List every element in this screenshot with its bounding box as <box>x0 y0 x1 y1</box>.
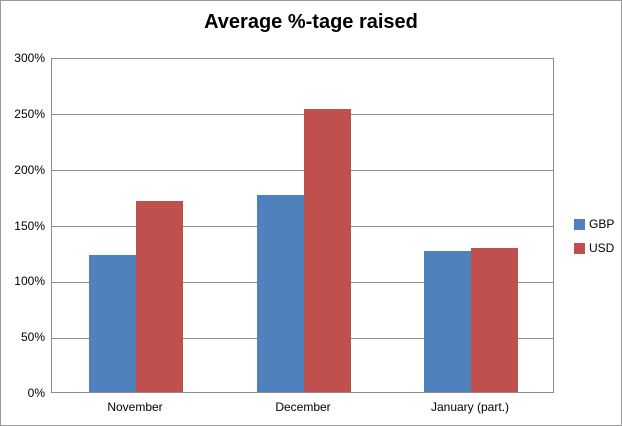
y-tick-label: 200% <box>14 162 45 177</box>
bar-gbp-january-part <box>424 251 471 392</box>
plot-area <box>51 58 554 393</box>
y-tick-label: 250% <box>14 106 45 121</box>
legend-item-gbp: GBP <box>574 218 614 230</box>
bar-usd-november <box>136 201 183 392</box>
legend: GBP USD <box>574 218 614 266</box>
gridline-200 <box>52 170 553 172</box>
legend-swatch-gbp <box>574 218 585 230</box>
bar-gbp-november <box>89 255 136 392</box>
y-tick-label: 150% <box>14 218 45 233</box>
legend-swatch-usd <box>574 242 585 254</box>
x-tick-label-january-part: January (part.) <box>430 400 510 414</box>
y-tick-label: 0% <box>27 386 45 400</box>
legend-label-usd: USD <box>589 241 615 255</box>
x-tick-label-november: November <box>107 400 163 414</box>
x-tick-label-december: December <box>275 400 331 414</box>
bar-gbp-december <box>257 195 304 392</box>
y-tick-label: 100% <box>14 274 45 289</box>
legend-label-gbp: GBP <box>589 217 615 231</box>
y-tick-label: 50% <box>20 330 45 345</box>
bar-usd-january-part <box>471 248 518 392</box>
legend-item-usd: USD <box>574 242 614 254</box>
y-tick-label: 300% <box>14 51 45 65</box>
bar-usd-december <box>304 109 351 392</box>
gridline-250 <box>52 114 553 116</box>
chart-title: Average %-tage raised <box>204 11 418 33</box>
